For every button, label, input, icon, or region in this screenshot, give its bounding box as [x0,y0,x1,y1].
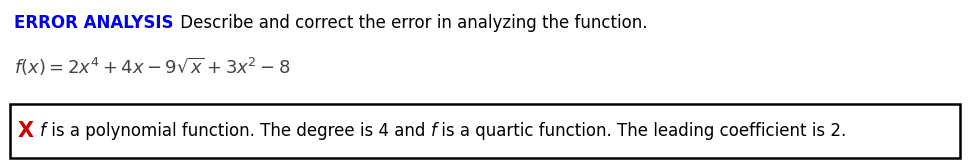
Text: Describe and correct the error in analyzing the function.: Describe and correct the error in analyz… [176,14,648,32]
Text: f: f [40,122,46,140]
Bar [10,104,960,158]
Text: $f(x) = 2x^4 + 4x - 9\sqrt{x} + 3x^2 - 8$: $f(x) = 2x^4 + 4x - 9\sqrt{x} + 3x^2 - 8… [14,56,290,78]
Text: is a polynomial function. The degree is 4 and: is a polynomial function. The degree is … [46,122,430,140]
Text: X: X [18,121,34,141]
Text: ERROR ANALYSIS: ERROR ANALYSIS [14,14,174,32]
Text: is a quartic function. The leading coefficient is 2.: is a quartic function. The leading coeff… [437,122,847,140]
Text: f: f [430,122,437,140]
